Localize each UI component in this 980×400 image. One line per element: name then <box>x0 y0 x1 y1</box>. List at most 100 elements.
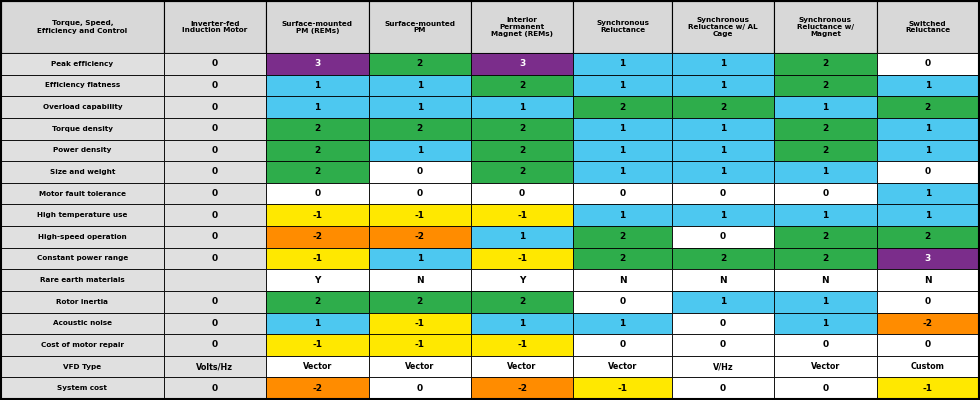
Text: 2: 2 <box>315 168 320 176</box>
Text: -1: -1 <box>517 254 527 263</box>
Bar <box>164 334 267 356</box>
Text: VFD Type: VFD Type <box>64 364 101 370</box>
Bar <box>164 96 267 118</box>
Bar <box>471 291 573 312</box>
Bar <box>573 53 671 75</box>
Text: 1: 1 <box>619 168 625 176</box>
Bar <box>573 204 671 226</box>
Text: 1: 1 <box>822 211 828 220</box>
Bar <box>671 118 774 140</box>
Text: 1: 1 <box>416 102 422 112</box>
Bar <box>471 75 573 96</box>
Bar <box>164 291 267 312</box>
Text: Volts/Hz: Volts/Hz <box>196 362 233 371</box>
Bar <box>1 377 164 399</box>
Text: 0: 0 <box>315 189 320 198</box>
Text: 1: 1 <box>519 232 525 241</box>
Text: 0: 0 <box>822 189 828 198</box>
Text: -1: -1 <box>313 340 322 350</box>
Bar <box>671 269 774 291</box>
Bar <box>671 53 774 75</box>
Bar <box>876 356 979 377</box>
Text: Inverter-fed
Induction Motor: Inverter-fed Induction Motor <box>182 20 248 34</box>
Bar <box>671 291 774 312</box>
Bar <box>164 356 267 377</box>
Bar <box>774 312 876 334</box>
Bar <box>471 53 573 75</box>
Bar <box>774 53 876 75</box>
Bar <box>164 248 267 269</box>
Text: -1: -1 <box>313 211 322 220</box>
Text: 1: 1 <box>720 297 726 306</box>
Text: N: N <box>924 276 932 284</box>
Bar <box>774 183 876 204</box>
Text: Surface-mounted
PM (REMs): Surface-mounted PM (REMs) <box>282 20 353 34</box>
Text: -1: -1 <box>313 254 322 263</box>
Bar <box>671 140 774 161</box>
Bar <box>164 269 267 291</box>
Text: 1: 1 <box>822 102 828 112</box>
Text: 1: 1 <box>925 146 931 155</box>
Text: Power density: Power density <box>53 147 112 153</box>
Bar <box>471 1 573 53</box>
Bar <box>368 334 471 356</box>
Bar <box>267 118 368 140</box>
Text: 2: 2 <box>925 232 931 241</box>
Bar <box>573 140 671 161</box>
Bar <box>876 96 979 118</box>
Bar <box>876 291 979 312</box>
Bar <box>471 118 573 140</box>
Text: 0: 0 <box>720 384 726 393</box>
Text: 0: 0 <box>416 168 422 176</box>
Text: -2: -2 <box>923 319 933 328</box>
Text: -1: -1 <box>415 211 424 220</box>
Bar <box>671 75 774 96</box>
Text: 2: 2 <box>619 102 625 112</box>
Bar <box>573 377 671 399</box>
Bar <box>368 291 471 312</box>
Bar <box>267 96 368 118</box>
Text: 2: 2 <box>720 254 726 263</box>
Text: 0: 0 <box>212 319 218 328</box>
Bar <box>368 269 471 291</box>
Bar <box>876 312 979 334</box>
Text: 0: 0 <box>720 340 726 350</box>
Text: Efficiency flatness: Efficiency flatness <box>45 82 120 88</box>
Bar <box>876 204 979 226</box>
Text: Y: Y <box>315 276 320 284</box>
Bar <box>267 161 368 183</box>
Text: 2: 2 <box>315 297 320 306</box>
Bar <box>876 248 979 269</box>
Text: 0: 0 <box>212 254 218 263</box>
Bar <box>164 183 267 204</box>
Bar <box>267 183 368 204</box>
Bar <box>1 226 164 248</box>
Bar <box>368 204 471 226</box>
Text: Vector: Vector <box>608 362 637 371</box>
Text: 1: 1 <box>619 81 625 90</box>
Text: -1: -1 <box>923 384 933 393</box>
Text: 1: 1 <box>416 81 422 90</box>
Text: 1: 1 <box>416 146 422 155</box>
Bar <box>1 53 164 75</box>
Bar <box>774 248 876 269</box>
Text: N: N <box>618 276 626 284</box>
Bar <box>573 1 671 53</box>
Bar <box>267 1 368 53</box>
Bar <box>573 183 671 204</box>
Text: 2: 2 <box>822 146 828 155</box>
Text: Peak efficiency: Peak efficiency <box>51 61 114 67</box>
Text: 3: 3 <box>315 59 320 68</box>
Text: 1: 1 <box>822 297 828 306</box>
Bar <box>164 226 267 248</box>
Text: 0: 0 <box>416 384 422 393</box>
Bar <box>671 1 774 53</box>
Bar <box>471 377 573 399</box>
Text: 2: 2 <box>925 102 931 112</box>
Bar <box>1 334 164 356</box>
Text: -2: -2 <box>313 232 322 241</box>
Text: 2: 2 <box>822 232 828 241</box>
Text: 2: 2 <box>619 254 625 263</box>
Bar <box>1 118 164 140</box>
Text: 1: 1 <box>619 211 625 220</box>
